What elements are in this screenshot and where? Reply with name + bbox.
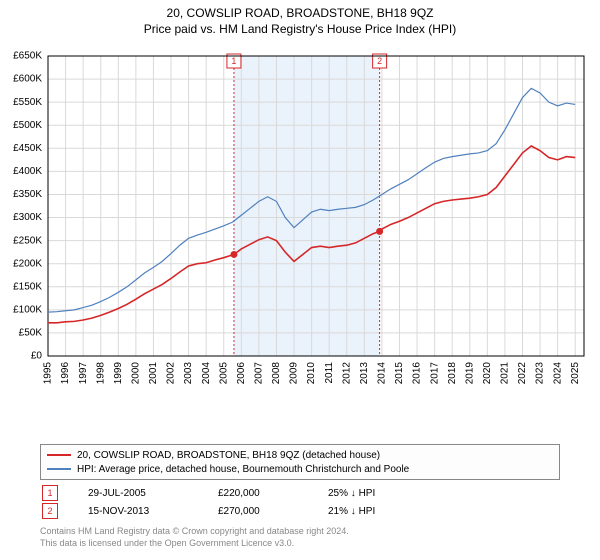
attribution: Contains HM Land Registry data © Crown c…	[40, 526, 560, 549]
svg-text:1: 1	[231, 56, 236, 66]
svg-text:£350K: £350K	[13, 189, 42, 200]
svg-text:2025: 2025	[570, 362, 581, 385]
svg-text:2011: 2011	[324, 362, 335, 384]
svg-text:2022: 2022	[517, 362, 528, 385]
sale-row: 2 15-NOV-2013£270,00021% ↓ HPI	[40, 502, 560, 520]
sales-table: 1 29-JUL-2005£220,00025% ↓ HPI 2 15-NOV-201…	[40, 484, 560, 520]
legend-swatch	[47, 468, 71, 470]
sale-date: 29-JUL-2005	[88, 488, 218, 499]
chart-subtitle: Price paid vs. HM Land Registry's House …	[0, 20, 600, 36]
sale-row: 1 29-JUL-2005£220,00025% ↓ HPI	[40, 484, 560, 502]
svg-text:2004: 2004	[201, 362, 212, 385]
svg-text:1997: 1997	[78, 362, 89, 385]
svg-text:2023: 2023	[535, 362, 546, 385]
svg-text:2010: 2010	[306, 362, 317, 385]
svg-text:1998: 1998	[95, 362, 106, 385]
svg-text:2019: 2019	[464, 362, 475, 385]
svg-text:£550K: £550K	[13, 97, 42, 108]
legend: 20, COWSLIP ROAD, BROADSTONE, BH18 9QZ (…	[40, 444, 560, 480]
price-chart: £0£50K£100K£150K£200K£250K£300K£350K£400…	[48, 46, 588, 396]
sale-badge: 2	[42, 503, 58, 519]
svg-text:2021: 2021	[500, 362, 511, 385]
legend-item: HPI: Average price, detached house, Bour…	[47, 462, 553, 476]
svg-text:£250K: £250K	[13, 235, 42, 246]
svg-text:2008: 2008	[271, 362, 282, 385]
svg-text:2007: 2007	[254, 362, 265, 385]
svg-text:£100K: £100K	[13, 304, 42, 315]
chart-container: 20, COWSLIP ROAD, BROADSTONE, BH18 9QZ P…	[0, 0, 600, 560]
svg-text:£50K: £50K	[19, 328, 43, 339]
legend-swatch	[47, 454, 71, 456]
svg-text:£600K: £600K	[13, 74, 42, 85]
svg-text:2013: 2013	[359, 362, 370, 385]
svg-text:1999: 1999	[113, 362, 124, 385]
svg-text:£200K: £200K	[13, 258, 42, 269]
svg-text:2009: 2009	[289, 362, 300, 385]
sale-date: 15-NOV-2013	[88, 506, 218, 517]
svg-text:2016: 2016	[412, 362, 423, 385]
svg-text:£650K: £650K	[13, 51, 42, 62]
svg-text:2012: 2012	[341, 362, 352, 385]
svg-text:2006: 2006	[236, 362, 247, 385]
svg-text:2001: 2001	[148, 362, 159, 385]
svg-text:2018: 2018	[447, 362, 458, 385]
svg-text:2000: 2000	[131, 362, 142, 385]
svg-text:2: 2	[377, 56, 382, 66]
svg-text:£300K: £300K	[13, 212, 42, 223]
svg-text:2024: 2024	[552, 362, 563, 385]
svg-text:2005: 2005	[218, 362, 229, 385]
sale-pct-vs-hpi: 21% ↓ HPI	[328, 506, 428, 517]
svg-text:2017: 2017	[429, 362, 440, 385]
sale-price: £270,000	[218, 506, 328, 517]
svg-text:2002: 2002	[166, 362, 177, 385]
svg-text:2003: 2003	[183, 362, 194, 385]
svg-text:£0: £0	[31, 351, 43, 362]
svg-text:£500K: £500K	[13, 120, 42, 131]
sale-badge: 1	[42, 485, 58, 501]
svg-text:£400K: £400K	[13, 166, 42, 177]
svg-text:2014: 2014	[377, 362, 388, 385]
svg-text:£450K: £450K	[13, 143, 42, 154]
attribution-line-1: Contains HM Land Registry data © Crown c…	[40, 526, 560, 538]
legend-label: HPI: Average price, detached house, Bour…	[77, 464, 409, 475]
svg-text:1996: 1996	[60, 362, 71, 385]
legend-label: 20, COWSLIP ROAD, BROADSTONE, BH18 9QZ (…	[77, 450, 380, 461]
svg-text:2015: 2015	[394, 362, 405, 385]
chart-title-address: 20, COWSLIP ROAD, BROADSTONE, BH18 9QZ	[0, 0, 600, 20]
sale-price: £220,000	[218, 488, 328, 499]
attribution-line-2: This data is licensed under the Open Gov…	[40, 538, 560, 550]
legend-item: 20, COWSLIP ROAD, BROADSTONE, BH18 9QZ (…	[47, 448, 553, 462]
svg-text:£150K: £150K	[13, 281, 42, 292]
sale-pct-vs-hpi: 25% ↓ HPI	[328, 488, 428, 499]
svg-text:1995: 1995	[43, 362, 54, 385]
svg-text:2020: 2020	[482, 362, 493, 385]
